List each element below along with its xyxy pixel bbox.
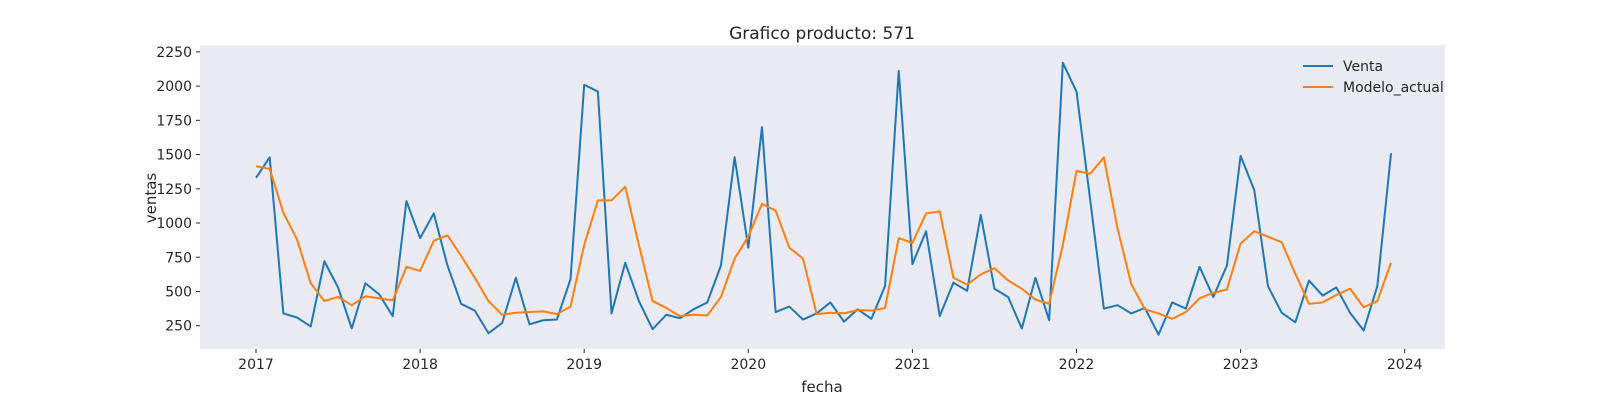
plot-lines xyxy=(255,61,1393,336)
y-tick-label: 1250 xyxy=(156,182,192,198)
x-axis-ticks: 2017 2018 2019 2020 2021 2022 2023 2024 xyxy=(238,349,1423,373)
legend: Venta Modelo_actual xyxy=(1303,59,1444,96)
y-tick-label: 750 xyxy=(165,250,192,266)
y-tick-label: 2250 xyxy=(156,45,192,61)
x-tick-label: 2020 xyxy=(730,357,766,373)
series-line-1 xyxy=(255,156,1392,320)
x-tick-label: 2018 xyxy=(402,357,438,373)
chart-title: Grafico producto: 571 xyxy=(729,24,915,44)
plot-background xyxy=(200,45,1445,349)
x-tick-label: 2023 xyxy=(1223,357,1259,373)
x-tick-label: 2021 xyxy=(895,357,931,373)
y-tick-label: 250 xyxy=(165,319,192,335)
y-tick-label: 1500 xyxy=(156,148,192,164)
y-axis-label: ventas xyxy=(142,173,160,224)
y-axis-ticks: 250 500 750 1000 1250 1500 1750 2000 2250 xyxy=(156,45,200,335)
x-tick-label: 2017 xyxy=(238,357,274,373)
y-tick-label: 500 xyxy=(165,284,192,300)
legend-label-0: Venta xyxy=(1343,59,1383,75)
y-tick-label: 2000 xyxy=(156,79,192,95)
x-axis-label: fecha xyxy=(801,378,842,396)
x-tick-label: 2019 xyxy=(566,357,602,373)
y-tick-label: 1000 xyxy=(156,216,192,232)
x-tick-label: 2024 xyxy=(1387,357,1423,373)
series-line-0 xyxy=(255,61,1393,336)
legend-label-1: Modelo_actual xyxy=(1343,80,1444,96)
y-tick-label: 1750 xyxy=(156,113,192,129)
x-tick-label: 2022 xyxy=(1059,357,1095,373)
